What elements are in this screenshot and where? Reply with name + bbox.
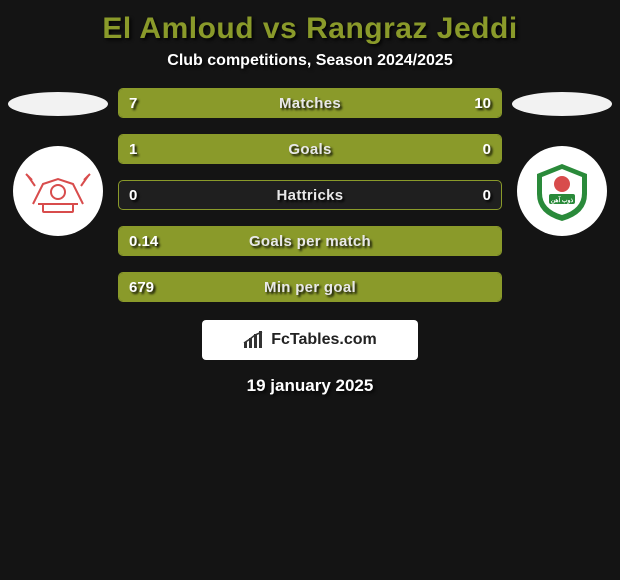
content-row: 710Matches 10Goals 00Hattricks 0.14Goals pe…	[0, 88, 620, 302]
team-emblem-left-icon	[23, 164, 93, 219]
stat-row: 00Hattricks	[118, 180, 502, 210]
team-emblem-right-icon: ذوب آهن	[527, 159, 597, 224]
stat-bars: 710Matches 10Goals 00Hattricks 0.14Goals pe…	[118, 88, 502, 302]
stat-row: 710Matches	[118, 88, 502, 118]
stat-row: 0.14Goals per match	[118, 226, 502, 256]
stat-label: Goals	[119, 135, 501, 163]
stat-label: Goals per match	[119, 227, 501, 255]
svg-text:ذوب آهن: ذوب آهن	[551, 196, 574, 204]
stat-label: Hattricks	[119, 181, 501, 209]
date-label: 19 january 2025	[0, 376, 620, 396]
stat-label: Min per goal	[119, 273, 501, 301]
brand-text: FcTables.com	[271, 331, 377, 349]
club-logo-right: ذوب آهن	[517, 146, 607, 236]
subtitle: Club competitions, Season 2024/2025	[0, 52, 620, 88]
stat-label: Matches	[119, 89, 501, 117]
bar-chart-icon	[243, 331, 265, 349]
flag-left	[8, 92, 108, 116]
comparison-card: El Amloud vs Rangraz Jeddi Club competit…	[0, 0, 620, 396]
left-team-column	[8, 88, 108, 236]
brand-badge[interactable]: FcTables.com	[202, 320, 418, 360]
stat-row: 10Goals	[118, 134, 502, 164]
club-logo-left	[13, 146, 103, 236]
stat-row: 679Min per goal	[118, 272, 502, 302]
page-title: El Amloud vs Rangraz Jeddi	[0, 0, 620, 52]
right-team-column: ذوب آهن	[512, 88, 612, 236]
flag-right	[512, 92, 612, 116]
